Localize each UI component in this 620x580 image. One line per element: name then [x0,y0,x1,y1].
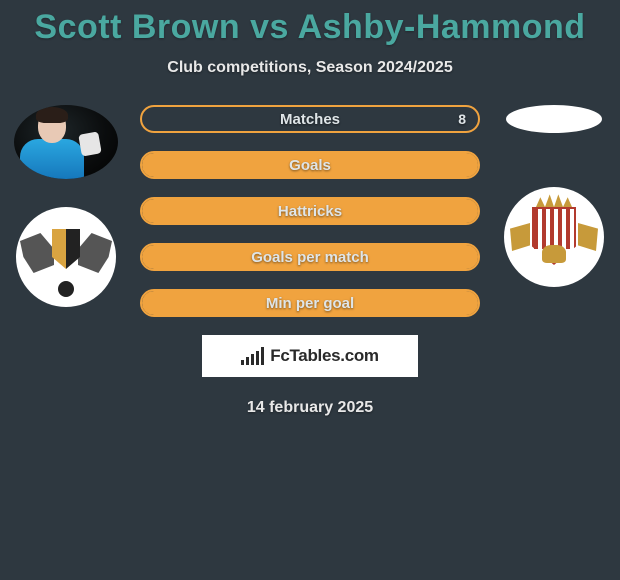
stat-value-right [454,153,478,177]
stat-label: Hattricks [142,199,478,223]
stat-label: Goals per match [142,245,478,269]
stat-bar-min-per-goal: Min per goal [140,289,480,317]
stat-value-right [454,199,478,223]
stat-value-right [454,291,478,315]
comparison-panel: Matches 8 Goals Hattricks Goals per matc… [0,105,620,417]
right-column [494,105,614,287]
stat-bars: Matches 8 Goals Hattricks Goals per matc… [140,105,480,317]
source-logo: FcTables.com [202,335,418,377]
chart-icon [241,347,264,365]
stat-label: Min per goal [142,291,478,315]
stat-value-right [454,245,478,269]
page-title: Scott Brown vs Ashby-Hammond [0,0,620,47]
stat-bar-goals: Goals [140,151,480,179]
stat-bar-matches: Matches 8 [140,105,480,133]
player1-photo [14,105,118,179]
player2-photo [506,105,602,133]
subtitle: Club competitions, Season 2024/2025 [0,59,620,77]
left-column [6,105,126,307]
source-logo-text: FcTables.com [270,346,379,366]
stat-label: Matches [142,107,478,131]
date-label: 14 february 2025 [0,399,620,417]
stat-bar-goals-per-match: Goals per match [140,243,480,271]
player2-club-crest [504,187,604,287]
stat-label: Goals [142,153,478,177]
stat-value-right: 8 [446,107,478,131]
player1-club-crest [16,207,116,307]
stat-bar-hattricks: Hattricks [140,197,480,225]
